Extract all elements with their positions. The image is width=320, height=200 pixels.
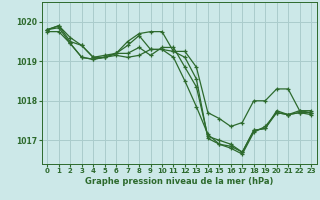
X-axis label: Graphe pression niveau de la mer (hPa): Graphe pression niveau de la mer (hPa) — [85, 177, 273, 186]
